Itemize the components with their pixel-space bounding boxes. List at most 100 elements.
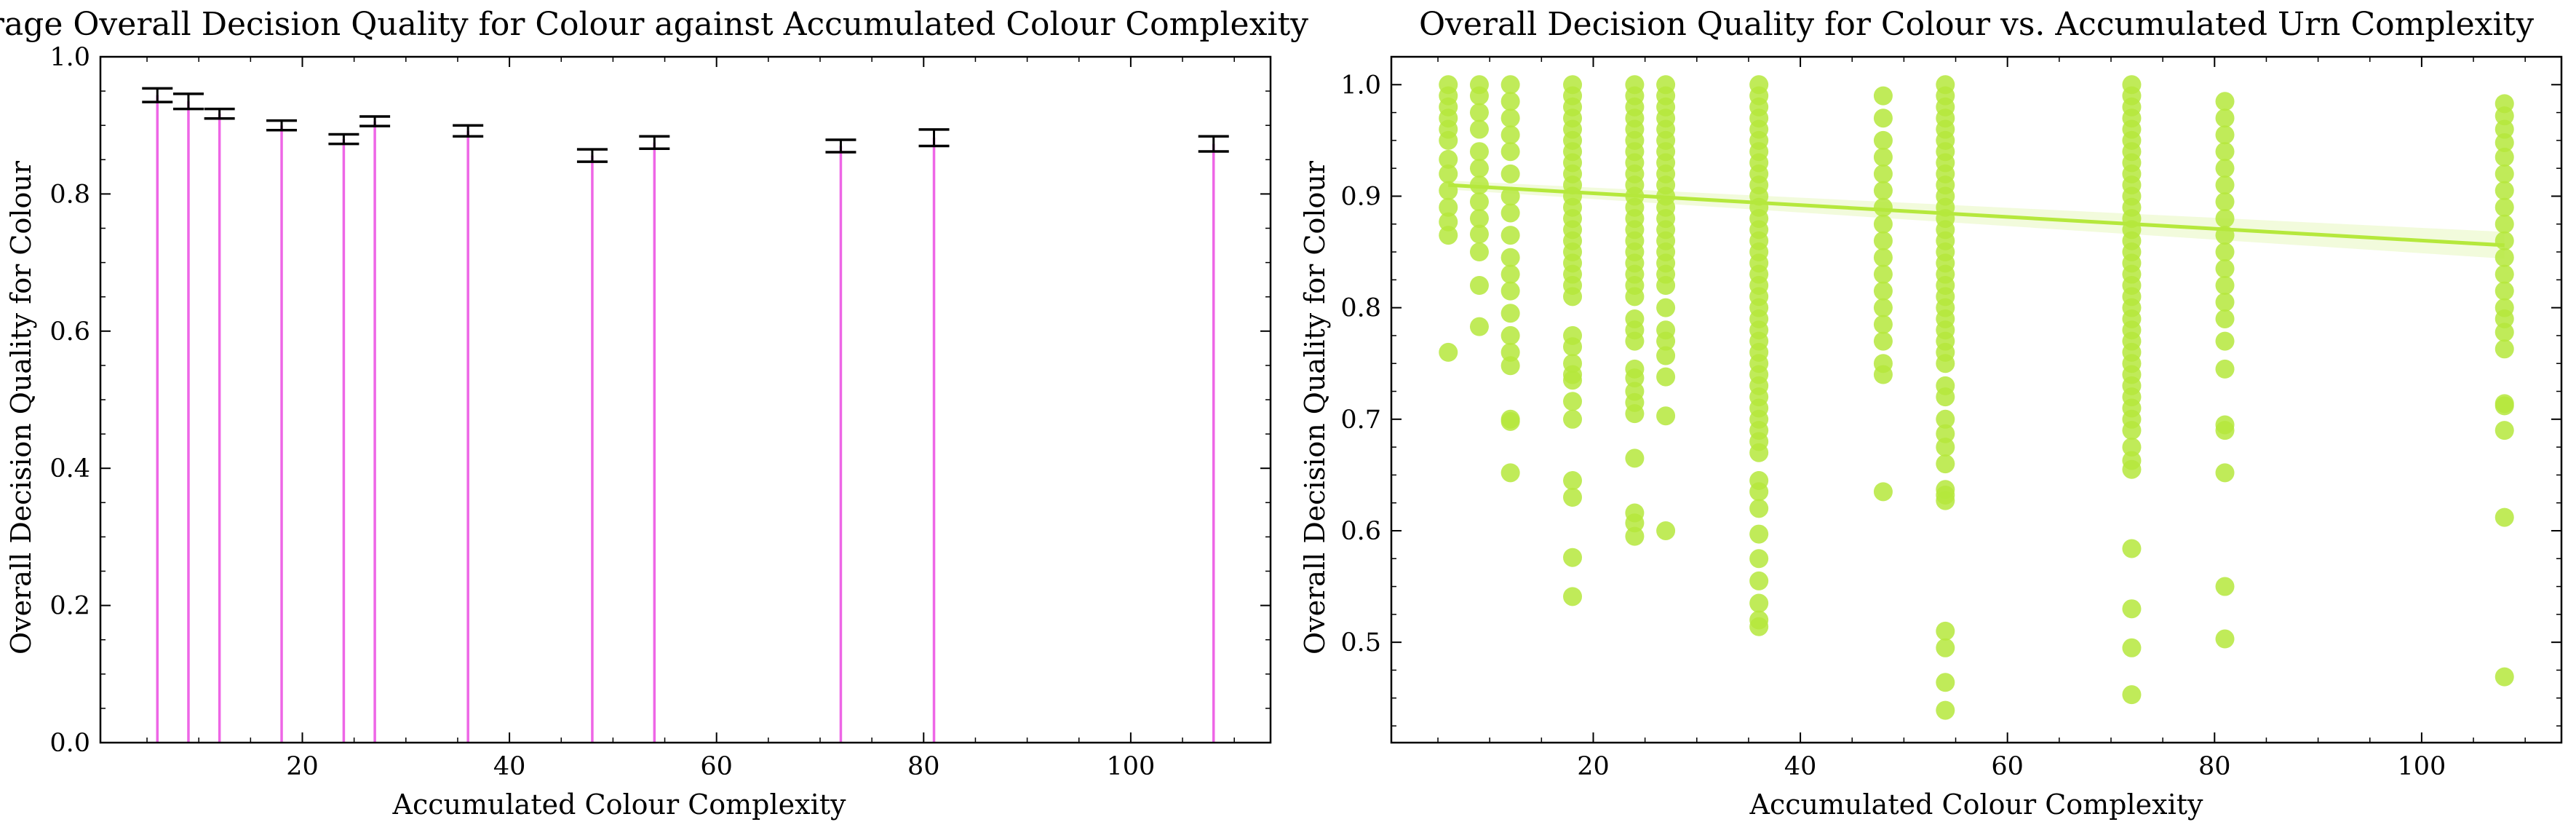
scatter-point [1749, 443, 1769, 462]
scatter-point [1936, 621, 1955, 641]
scatter-point [1563, 392, 1583, 411]
scatter-point [2215, 159, 2235, 178]
right-y-tick-label: 0.5 [1340, 628, 1381, 657]
right-x-tick-label: 100 [2397, 752, 2446, 781]
scatter-point [2494, 133, 2514, 152]
scatter-point [1500, 411, 1520, 431]
scatter-point [2494, 147, 2514, 167]
left-y-tick-label: 0.6 [49, 317, 90, 347]
scatter-point [2122, 438, 2142, 457]
scatter-point [1656, 346, 1676, 365]
scatter-point [1469, 192, 1489, 212]
scatter-point [1936, 454, 1955, 474]
scatter-point [1873, 164, 1893, 183]
scatter-point [2215, 209, 2235, 229]
scatter-point [1500, 108, 1520, 128]
right-x-axis-label: Accumulated Colour Complexity [1749, 788, 2203, 821]
scatter-point [1500, 304, 1520, 323]
left-x-tick-label: 40 [493, 752, 526, 781]
scatter-point [1500, 325, 1520, 345]
scatter-point [1936, 491, 1955, 510]
scatter-point [2215, 421, 2235, 440]
scatter-point [2494, 197, 2514, 217]
scatter-point [2494, 214, 2514, 234]
scatter-point [1749, 617, 1769, 636]
scatter-point [1469, 86, 1489, 106]
scatter-point [1439, 149, 1458, 169]
scatter-point [1749, 593, 1769, 613]
scatter-point [2122, 638, 2142, 657]
scatter-point [1625, 287, 1645, 307]
right-y-tick-label: 1.0 [1340, 71, 1381, 100]
scatter-point [2494, 281, 2514, 301]
scatter-point [1500, 75, 1520, 95]
scatter-point [2494, 181, 2514, 200]
scatter-point [1500, 92, 1520, 111]
left-plot-frame [99, 55, 1272, 744]
scatter-point [2215, 142, 2235, 162]
scatter-point [2215, 292, 2235, 312]
scatter-point [1873, 315, 1893, 334]
scatter-point [2215, 192, 2235, 212]
scatter-point [2122, 599, 2142, 619]
scatter-point [2122, 539, 2142, 558]
scatter-point [1625, 448, 1645, 468]
left-x-axis-label: Accumulated Colour Complexity [392, 788, 846, 821]
scatter-point [2494, 231, 2514, 250]
scatter-point [2215, 92, 2235, 111]
right-x-tick-label: 80 [2198, 752, 2231, 781]
scatter-point [2494, 323, 2514, 342]
right-y-tick-label: 0.9 [1340, 182, 1381, 211]
scatter-point [1469, 224, 1489, 244]
scatter-point [2494, 421, 2514, 440]
scatter-point [1500, 186, 1520, 206]
scatter-point [2494, 396, 2514, 416]
scatter-point [1439, 130, 1458, 150]
scatter-point [1563, 287, 1583, 307]
scatter-point [2215, 259, 2235, 279]
scatter-point [1656, 331, 1676, 351]
scatter-point [1563, 548, 1583, 567]
scatter-point [1469, 317, 1489, 336]
scatter-point [1625, 368, 1645, 388]
left-y-axis-label: Overall Decision Quality for Colour [5, 160, 37, 655]
scatter-point [1749, 571, 1769, 590]
scatter-point [2215, 108, 2235, 128]
scatter-point [1500, 226, 1520, 245]
scatter-point [2122, 459, 2142, 479]
scatter-point [2494, 309, 2514, 328]
left-y-tick-label: 0.4 [49, 454, 90, 483]
scatter-point [1500, 264, 1520, 284]
scatter-point [1656, 276, 1676, 295]
scatter-point [1873, 214, 1893, 234]
left-x-tick-label: 20 [286, 752, 319, 781]
right-y-axis-label: Overall Decision Quality for Colour [1299, 160, 1331, 655]
scatter-point [2494, 164, 2514, 183]
scatter-point [1439, 342, 1458, 362]
scatter-point [1500, 463, 1520, 483]
scatter-point [1873, 130, 1893, 150]
scatter-point [1936, 354, 1955, 374]
left-y-tick-label: 0.8 [49, 180, 90, 209]
scatter-point [1625, 404, 1645, 424]
scatter-point [1469, 142, 1489, 162]
right-chart-title: Overall Decision Quality for Colour vs. … [1419, 6, 2534, 43]
scatter-point [1873, 86, 1893, 106]
scatter-point [2215, 125, 2235, 145]
scatter-point [1500, 203, 1520, 223]
scatter-point [1563, 587, 1583, 606]
scatter-point [2215, 331, 2235, 351]
scatter-point [2215, 242, 2235, 262]
scatter-point [1656, 406, 1676, 426]
scatter-point [2494, 248, 2514, 267]
scatter-point [2215, 175, 2235, 195]
right-y-tick-label: 0.8 [1340, 294, 1381, 323]
scatter-point [1625, 513, 1645, 533]
scatter-point [2215, 309, 2235, 328]
scatter-point [2215, 463, 2235, 483]
left-chart-panel: Average Overall Decision Quality for Col… [0, 6, 1308, 821]
scatter-point [2215, 629, 2235, 649]
scatter-point [1500, 164, 1520, 183]
scatter-point [1469, 209, 1489, 229]
scatter-point [1439, 226, 1458, 245]
